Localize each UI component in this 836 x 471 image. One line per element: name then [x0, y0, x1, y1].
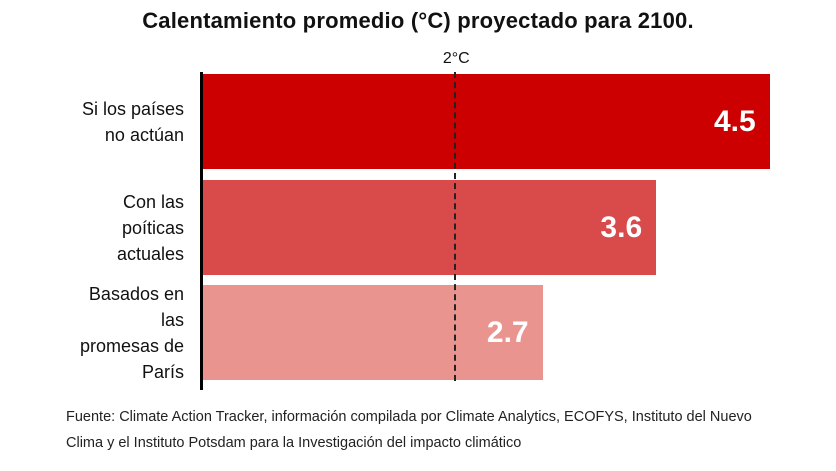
category-label-line: las — [160, 309, 184, 330]
reference-line — [454, 72, 457, 381]
category-label: Si los países no actúan — [34, 96, 184, 148]
category-label-line: promesas de — [79, 335, 184, 356]
category-label-line: París — [141, 361, 184, 382]
source-note: Fuente: Climate Action Tracker, informac… — [66, 409, 752, 451]
category-label-line: Con las — [122, 191, 184, 212]
category-label-line: Basados en — [88, 283, 184, 304]
bar-value-label: 3.6 — [600, 210, 643, 244]
bar-value-label: 2.7 — [486, 315, 529, 349]
y-axis-line — [200, 72, 203, 390]
bar: 2.7 — [202, 285, 543, 380]
bar: 4.5 — [202, 74, 770, 169]
category-label-line: Si los países — [81, 98, 184, 119]
bar-value-label: 4.5 — [713, 104, 756, 138]
bar: 3.6 — [202, 180, 657, 275]
chart-title: Calentamiento promedio (°C) proyectado p… — [142, 8, 694, 33]
category-label: Basados en las promesas de París — [34, 281, 184, 385]
category-label-line: no actúan — [104, 124, 184, 145]
reference-line-label: 2°C — [442, 50, 470, 67]
category-label-line: actuales — [116, 243, 184, 264]
category-label: Con las poíticas actuales — [34, 189, 184, 267]
category-label-line: poíticas — [121, 217, 184, 238]
